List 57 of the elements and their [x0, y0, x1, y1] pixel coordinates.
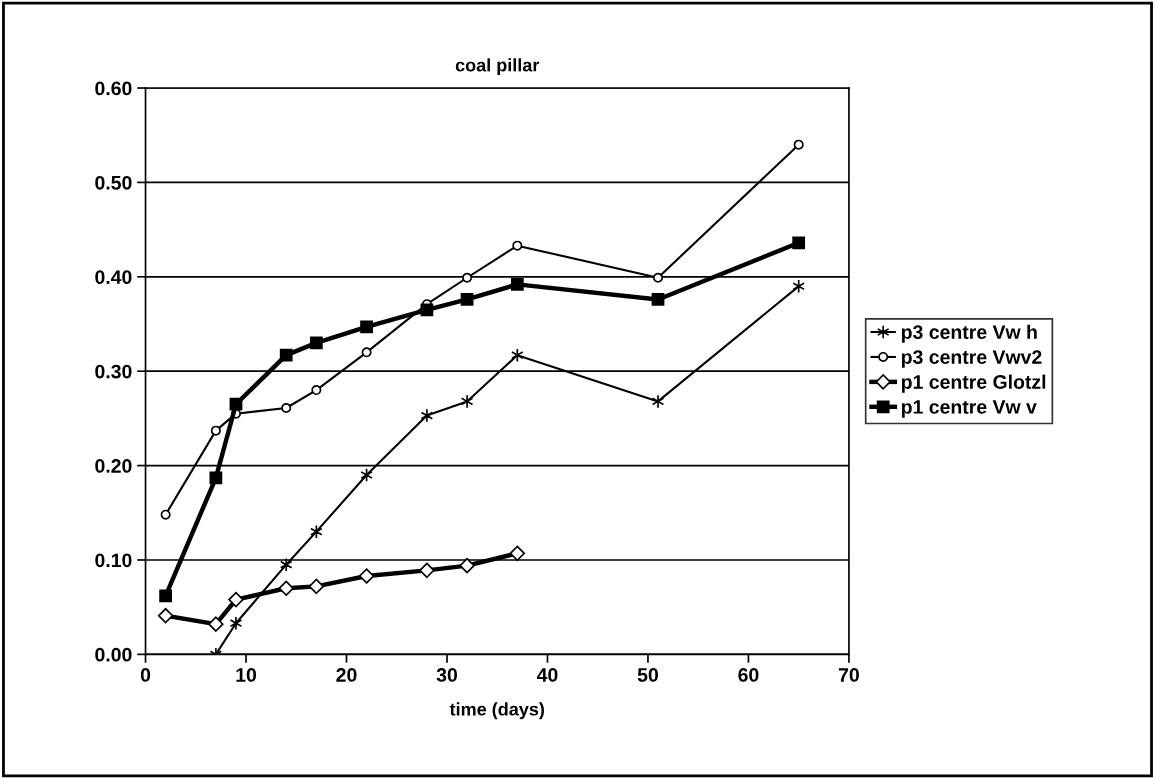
x-tick-label: 50 [637, 668, 658, 682]
legend-label: p3 centre Vwv2 [901, 350, 1042, 368]
legend-label: p1 centre Glotzl [901, 374, 1046, 393]
point [210, 425, 221, 436]
point [462, 272, 473, 283]
point [160, 509, 171, 520]
point [311, 385, 322, 396]
point [208, 616, 224, 632]
point [358, 568, 375, 584]
point [511, 348, 524, 363]
legend-label: p3 centre Vw h [901, 324, 1037, 343]
x-tick-label: 30 [436, 668, 457, 682]
point [229, 616, 243, 631]
point [510, 277, 524, 291]
x-tick-label: 10 [236, 668, 257, 682]
point [281, 403, 292, 414]
y-tick-label: 0.40 [95, 270, 132, 285]
y-tick-label: 0.00 [95, 647, 132, 662]
point [159, 589, 173, 603]
x-axis-title: time (days) [449, 702, 544, 720]
point [651, 293, 665, 306]
y-tick-label: 0.20 [95, 459, 132, 473]
x-tick-label: 40 [536, 668, 558, 682]
x-tick-label: 20 [336, 668, 357, 682]
point [419, 562, 435, 579]
y-tick-label: 0.60 [95, 81, 132, 96]
point [278, 580, 294, 596]
point [229, 397, 243, 411]
point [361, 347, 372, 358]
y-tick-label: 0.50 [95, 175, 132, 190]
point [209, 471, 223, 485]
point [157, 607, 174, 624]
point [460, 394, 474, 409]
point [308, 578, 325, 595]
point [459, 557, 475, 574]
point [309, 336, 323, 350]
point [653, 272, 664, 283]
x-tick-label: 0 [140, 668, 151, 682]
point [512, 240, 523, 251]
point [228, 591, 244, 608]
y-tick-label: 0.10 [95, 553, 132, 568]
x-tick-label: 70 [838, 668, 859, 682]
chart-title: coal pillar [455, 58, 540, 76]
point [792, 279, 805, 294]
point [360, 320, 373, 334]
point [651, 394, 665, 409]
y-tick-label: 0.30 [95, 364, 132, 379]
point [793, 139, 804, 150]
point [509, 545, 526, 562]
point [792, 236, 806, 250]
point [420, 408, 434, 423]
point [460, 293, 474, 306]
point [279, 348, 293, 362]
legend-label: p1 centre Vw v [901, 400, 1037, 418]
x-tick-label: 60 [738, 668, 759, 682]
point [420, 303, 434, 317]
point [279, 557, 293, 572]
